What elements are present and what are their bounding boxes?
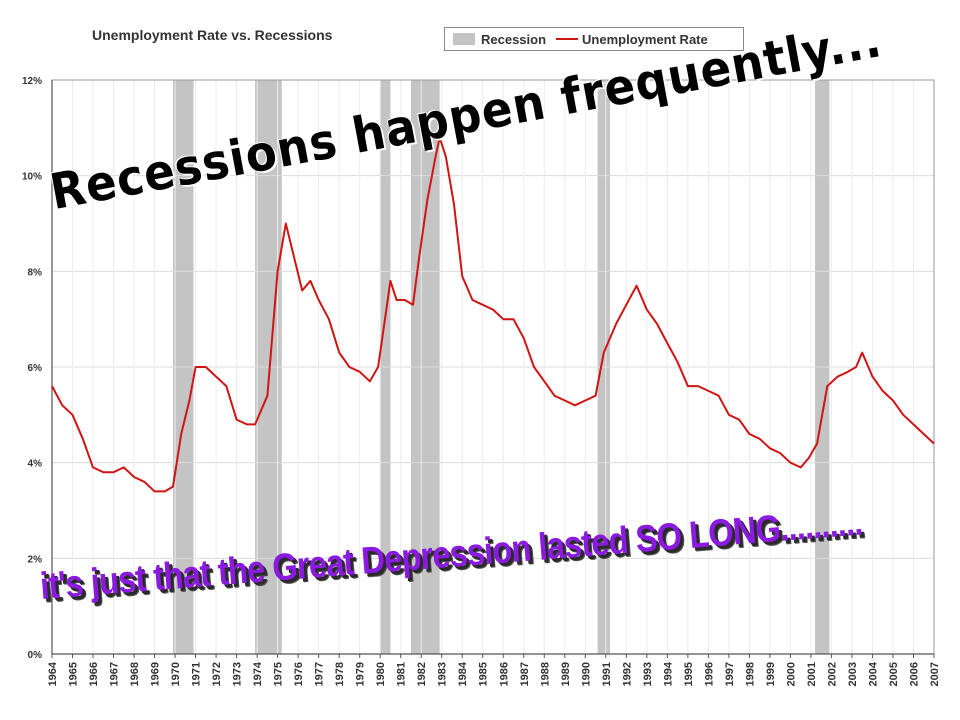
x-tick-label: 2000 (785, 662, 797, 686)
x-tick-label: 1976 (293, 662, 305, 686)
x-tick-label: 1964 (47, 661, 59, 686)
x-tick-label: 2007 (929, 662, 941, 686)
x-tick-label: 2003 (847, 662, 859, 686)
x-tick-label: 1981 (396, 662, 408, 686)
x-tick-label: 1970 (170, 662, 182, 686)
x-tick-label: 1998 (744, 662, 756, 686)
x-tick-label: 1994 (662, 661, 674, 686)
x-tick-label: 1972 (211, 662, 223, 686)
x-tick-label: 1974 (252, 661, 264, 686)
y-tick-label: 4% (28, 459, 43, 470)
x-tick-label: 1968 (129, 662, 141, 686)
x-tick-label: 1979 (355, 662, 367, 686)
x-tick-label: 1999 (765, 662, 777, 686)
x-tick-label: 1983 (437, 662, 449, 686)
recession-band-5 (597, 80, 610, 654)
y-tick-label: 12% (22, 76, 42, 87)
x-tick-label: 1985 (478, 662, 490, 686)
y-tick-label: 0% (28, 650, 43, 661)
x-tick-label: 2002 (826, 662, 838, 686)
x-tick-label: 1991 (601, 662, 613, 686)
x-tick-label: 1977 (314, 662, 326, 686)
x-tick-label: 1966 (88, 662, 100, 686)
x-tick-label: 2006 (908, 662, 920, 686)
chart-title: Unemployment Rate vs. Recessions (92, 27, 333, 43)
x-tick-label: 2004 (867, 661, 879, 686)
x-tick-label: 1982 (416, 662, 428, 686)
x-tick-label: 1973 (232, 662, 244, 686)
x-tick-label: 1989 (560, 662, 572, 686)
x-tick-label: 1997 (724, 662, 736, 686)
annotation-great-depression: it's just that the Great Depression last… (38, 501, 864, 609)
x-tick-label: 1995 (683, 662, 695, 686)
x-tick-label: 2001 (806, 662, 818, 686)
x-tick-label: 1993 (642, 662, 654, 686)
x-tick-label: 1980 (375, 662, 387, 686)
x-tick-label: 1990 (580, 662, 592, 686)
x-tick-label: 1975 (273, 662, 285, 686)
recession-band-6 (815, 80, 830, 654)
y-tick-label: 10% (22, 172, 42, 183)
legend-recession-swatch (453, 33, 475, 45)
x-tick-label: 1988 (539, 662, 551, 686)
y-tick-label: 8% (28, 267, 43, 278)
x-tick-label: 1996 (703, 662, 715, 686)
y-tick-label: 6% (28, 363, 43, 374)
legend-unemployment-swatch (556, 38, 579, 40)
legend-unemployment-label: Unemployment Rate (582, 31, 708, 47)
x-tick-label: 1969 (150, 662, 162, 686)
y-tick-label: 2% (28, 554, 43, 565)
x-tick-label: 1987 (519, 662, 531, 686)
x-tick-label: 1984 (457, 661, 469, 686)
x-tick-label: 2005 (888, 662, 900, 686)
x-tick-label: 1978 (334, 662, 346, 686)
x-tick-label: 1986 (498, 662, 510, 686)
x-tick-label: 1967 (109, 662, 121, 686)
x-tick-label: 1992 (621, 662, 633, 686)
legend-recession-label: Recession (481, 31, 547, 47)
x-tick-label: 1965 (68, 662, 80, 686)
x-tick-labels: 1964 1965 1966 1967 1968 1969 1970 1971 1972 1973… (47, 654, 941, 686)
chart-legend: Recession Unemployment Rate (444, 27, 744, 51)
x-tick-label: 1971 (191, 662, 203, 686)
